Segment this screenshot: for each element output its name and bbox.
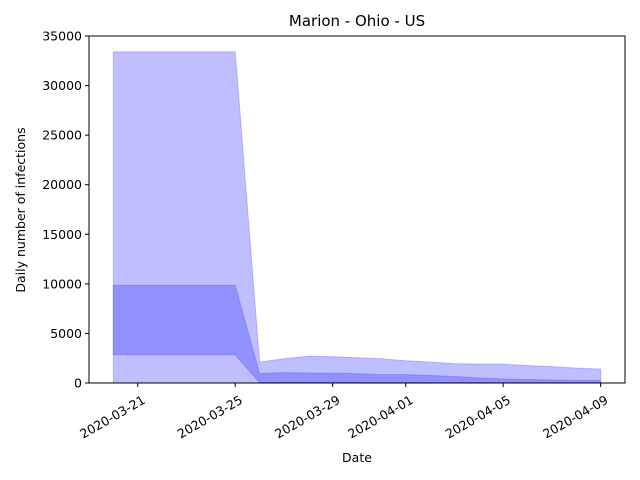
y-tick-label: 30000: [42, 78, 82, 93]
y-tick-label: 25000: [42, 128, 82, 143]
chart-title: Marion - Ohio - US: [289, 12, 425, 30]
plot-frame: [88, 35, 626, 384]
y-axis: 0 5000 10000 15000 20000 25000 30000 35000: [42, 29, 89, 391]
y-tick-label: 0: [74, 376, 82, 391]
y-tick-label: 15000: [42, 227, 82, 242]
y-tick-label: 35000: [42, 29, 82, 44]
y-tick-label: 5000: [50, 326, 82, 341]
y-tick-label: 20000: [42, 177, 82, 192]
y-tick-label: 10000: [42, 276, 82, 291]
x-axis-title: Date: [342, 450, 372, 465]
y-axis-title: Daily number of infections: [13, 127, 28, 292]
